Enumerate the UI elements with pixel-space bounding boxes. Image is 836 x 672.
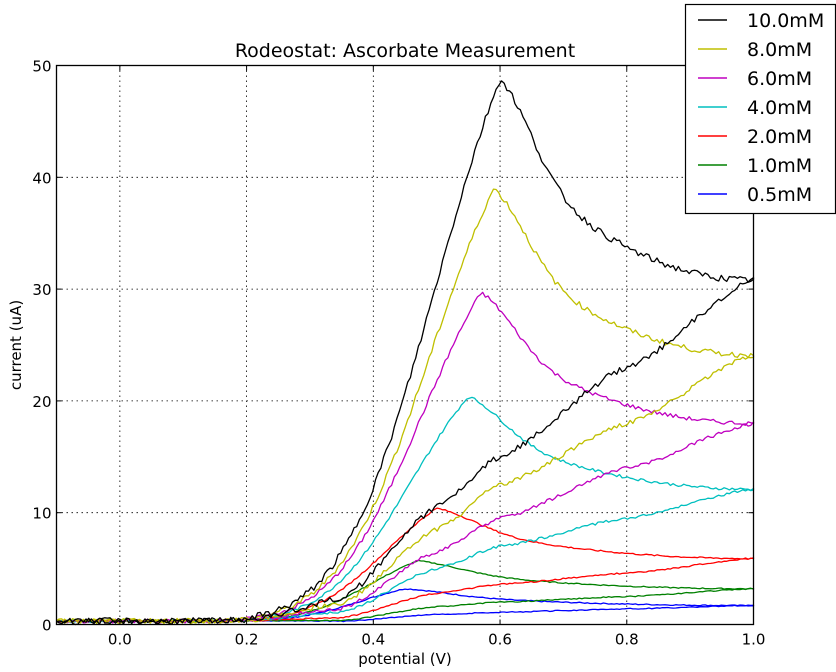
- legend-label: 8.0mM: [747, 39, 812, 61]
- y-tick-label: 40: [32, 169, 51, 187]
- plot-curves: [56, 80, 755, 626]
- x-axis-ticks: 0.0 0.2 0.4 0.6 0.8 1.0: [108, 65, 766, 649]
- y-tick-label: 10: [32, 505, 51, 523]
- y-tick-label: 0: [42, 617, 52, 635]
- series-curve-0.5mM: [56, 588, 755, 623]
- chart-title: Rodeostat: Ascorbate Measurement: [235, 40, 575, 62]
- legend-label: 4.0mM: [747, 97, 812, 119]
- legend-label: 0.5mM: [747, 184, 812, 206]
- x-tick-label: 0.6: [488, 631, 512, 649]
- y-tick-label: 30: [32, 281, 51, 299]
- legend-label: 10.0mM: [747, 10, 824, 32]
- legend: 10.0mM 8.0mM 6.0mM 4.0mM 2.0mM 1.0mM 0.5mM: [684, 3, 836, 215]
- x-tick-label: 0.4: [361, 631, 385, 649]
- x-tick-label: 1.0: [742, 631, 766, 649]
- series-curve-1.0mM: [56, 559, 755, 623]
- legend-label: 2.0mM: [747, 126, 812, 148]
- x-tick-label: 0.2: [235, 631, 259, 649]
- grid-lines: [56, 65, 754, 625]
- y-tick-label: 20: [32, 393, 51, 411]
- y-tick-label: 50: [32, 58, 51, 76]
- series-curve-10.0mM: [56, 80, 755, 626]
- y-axis-label: current (uA): [7, 300, 25, 390]
- legend-box: [684, 3, 836, 215]
- legend-label: 1.0mM: [747, 155, 812, 177]
- series-curve-6.0mM: [56, 291, 755, 624]
- y-axis-ticks: 0 10 20 30 40 50: [32, 58, 754, 635]
- legend-label: 6.0mM: [747, 68, 812, 90]
- x-tick-label: 0.0: [108, 631, 132, 649]
- plot-frame: [55, 64, 755, 626]
- x-tick-label: 0.8: [615, 631, 639, 649]
- x-axis-label: potential (V): [358, 650, 451, 668]
